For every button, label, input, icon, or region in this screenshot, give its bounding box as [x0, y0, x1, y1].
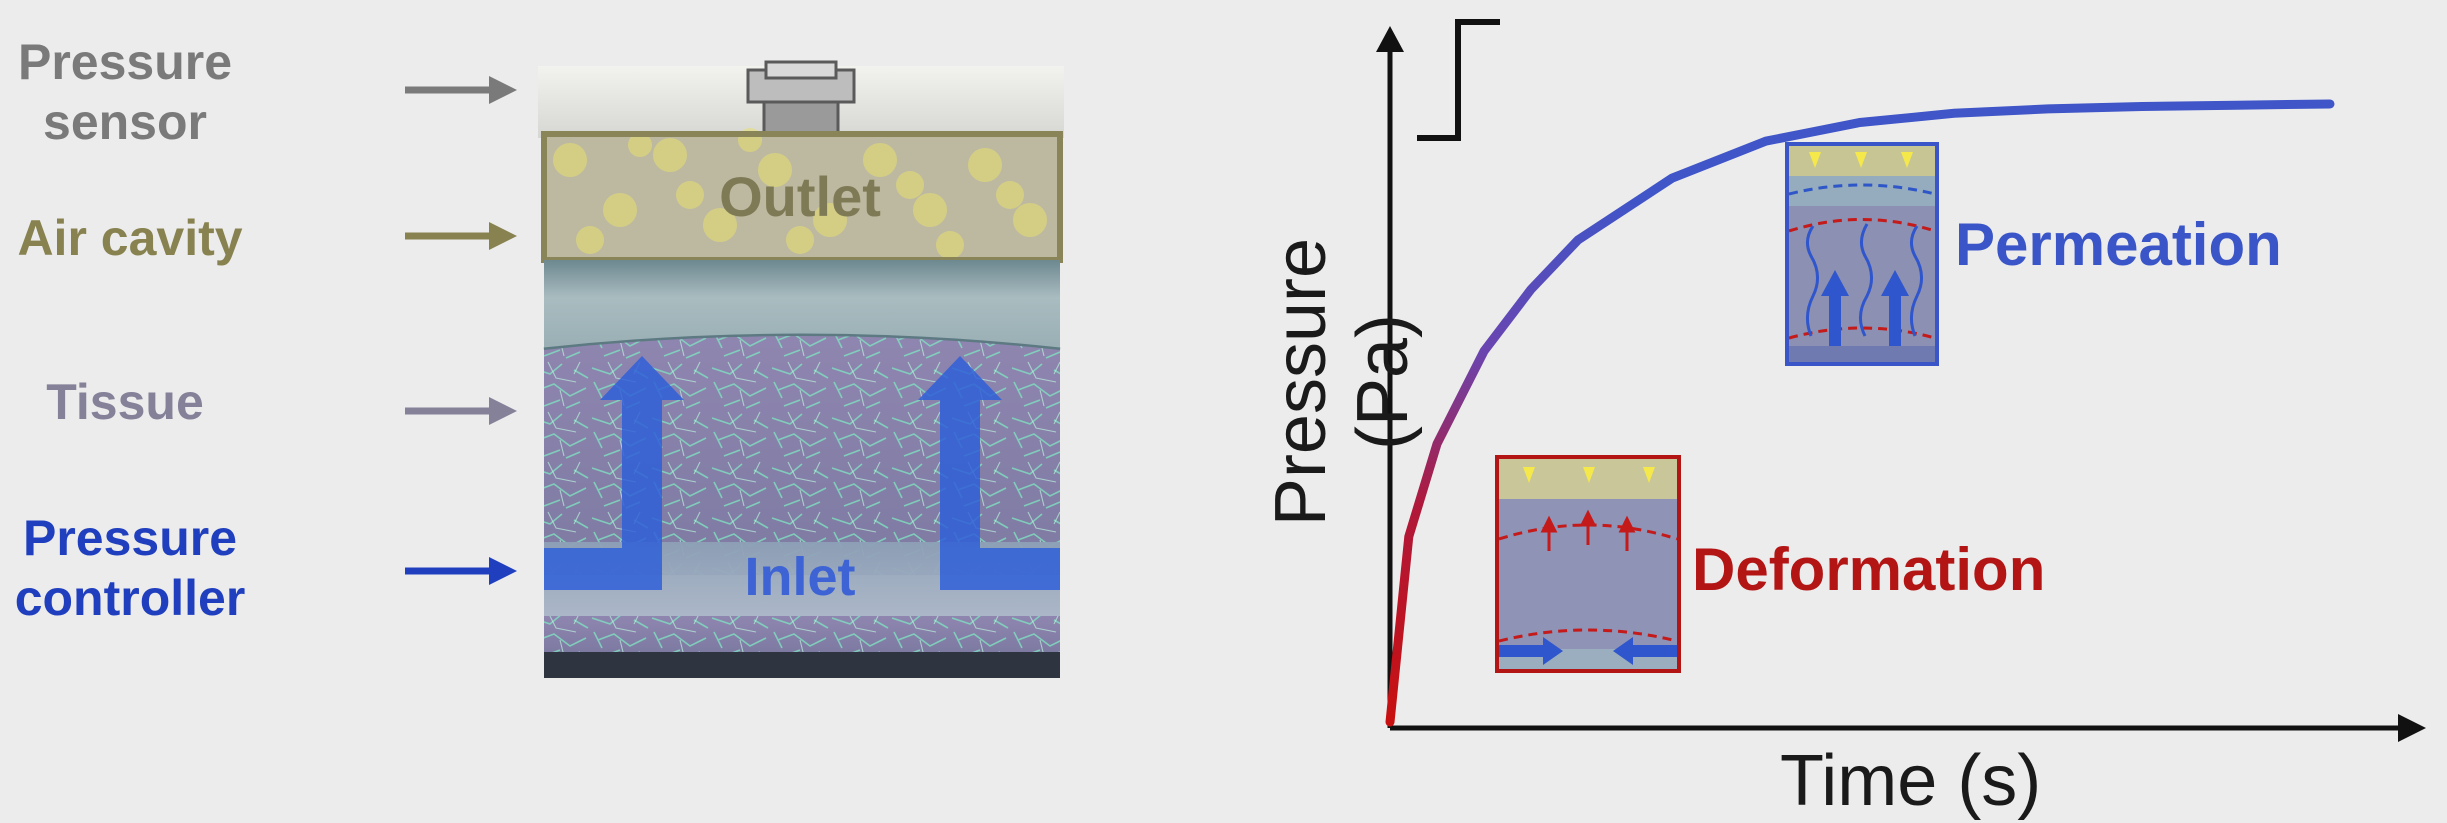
inlet-label: Inlet [744, 547, 856, 607]
controller-arrow-icon [405, 557, 517, 585]
y-axis-label: Pressure (Pa) [1261, 237, 1423, 527]
air-cavity-arrow-icon [405, 222, 517, 250]
deformation-inset [1495, 455, 1681, 673]
sensor-arrow-icon [405, 76, 517, 104]
tissue-label: Tissue [46, 374, 204, 430]
pressure-sensor-label: Pressure sensor [17, 34, 233, 150]
pressure-controller-label: Pressure controller [14, 510, 246, 626]
x-axis-label: Time (s) [1780, 741, 2042, 821]
outlet-label: Outlet [719, 165, 881, 228]
device-cross-section: Outlet Inlet [530, 60, 1070, 680]
permeation-label: Permeation [1955, 211, 2282, 278]
tissue-arrow-icon [405, 397, 517, 425]
y-axis-arrow-icon [1376, 26, 1404, 52]
pressure-curve [1385, 99, 2335, 727]
pressure-time-chart: Time (s) Pressure (Pa) Permeati [1261, 0, 2447, 821]
x-axis-arrow-icon [2398, 714, 2426, 742]
air-cavity-label: Air cavity [17, 210, 243, 266]
deformation-label: Deformation [1692, 536, 2046, 603]
step-input-icon [1417, 19, 1500, 141]
permeation-inset [1785, 142, 1939, 366]
